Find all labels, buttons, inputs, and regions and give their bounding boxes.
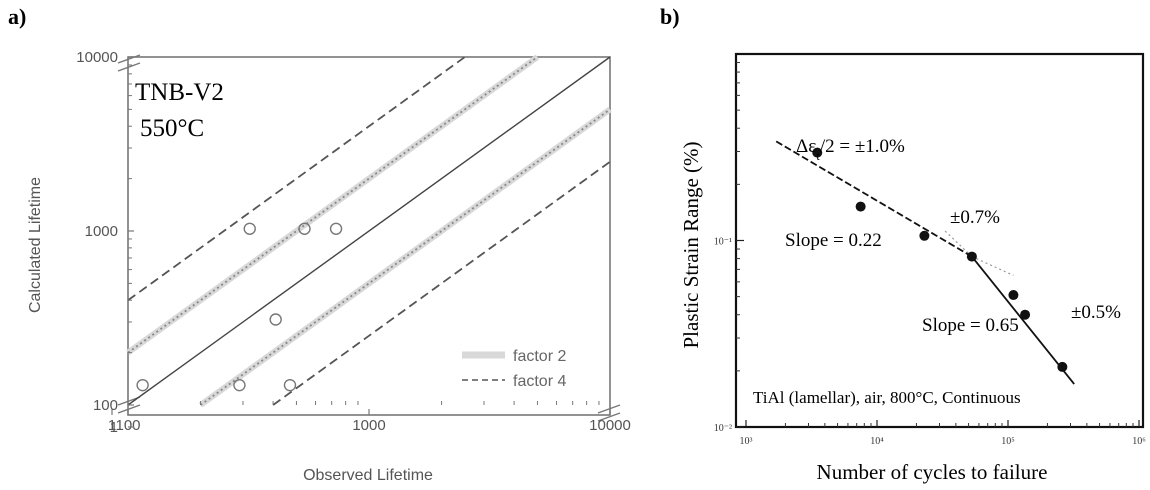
data-point	[243, 222, 256, 235]
y-tick-label: 1	[110, 419, 118, 436]
y-tick-label: 100	[93, 397, 118, 414]
chart-a-subtitle: 550°C	[140, 115, 204, 142]
legend-factor4-label: factor 4	[513, 373, 566, 390]
reference-line-factor-2	[127, 56, 538, 354]
data-point	[269, 313, 282, 326]
data-point	[329, 222, 343, 235]
x-tick-label: 10000	[589, 417, 631, 434]
reference-line-factor-1	[127, 56, 611, 406]
legend-factor2-label: factor 2	[513, 348, 566, 365]
panel-a-label: a)	[8, 4, 27, 29]
chart-a-xlabel: Observed Lifetime	[303, 467, 433, 484]
data-point	[233, 378, 246, 392]
panel-b-label: b)	[660, 4, 680, 29]
chart-a-title: TNB-V2	[135, 79, 224, 106]
reference-line-factor-0-5	[200, 108, 611, 406]
x-tick-label: 1	[108, 417, 116, 434]
chart-a-legend: factor 2 factor 4	[462, 348, 566, 390]
data-point	[298, 222, 311, 235]
reference-line-factor-0-25	[272, 161, 611, 406]
chart-a-axis-break-marks	[117, 54, 621, 422]
chart-a-ylabel: Calculated Lifetime	[27, 177, 44, 313]
x-tick-label: 1000	[352, 417, 385, 434]
data-point	[136, 378, 149, 392]
x-tick-label: 100	[115, 417, 140, 434]
data-point	[283, 378, 297, 392]
y-tick-label: 10000	[76, 49, 118, 66]
y-tick-label: 1000	[85, 223, 118, 240]
